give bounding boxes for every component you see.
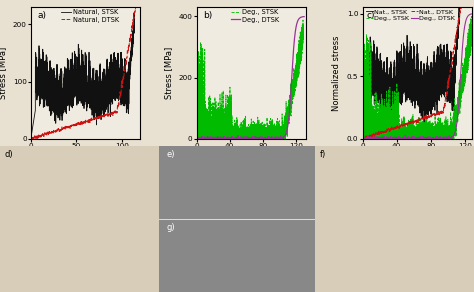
Deg., STSK	[300, 18, 306, 22]
Deg., DTSK	[257, 137, 263, 140]
Y-axis label: Normalized stress: Normalized stress	[332, 35, 341, 111]
Natural, STSK	[132, 26, 137, 30]
Deg., STSK	[454, 109, 459, 112]
Line: Deg., DTSK: Deg., DTSK	[363, 14, 474, 139]
Line: Nat., STSK: Nat., STSK	[363, 7, 460, 139]
Natural, STSK	[68, 95, 73, 99]
Deg., DTSK	[194, 136, 200, 140]
Text: a): a)	[37, 11, 46, 20]
Deg., STSK	[196, 133, 201, 137]
Deg., DTSK	[360, 137, 366, 140]
Deg., DTSK	[410, 136, 416, 139]
Deg., DTSK	[243, 136, 248, 139]
Nat., DTSK	[404, 123, 410, 126]
Deg., STSK	[289, 89, 295, 93]
Text: d): d)	[5, 150, 13, 159]
Deg., STSK	[360, 137, 365, 140]
Deg., DTSK	[425, 137, 431, 140]
Legend: Natural, STSK, Natural, DTSK: Natural, STSK, Natural, DTSK	[62, 9, 119, 23]
Text: f): f)	[320, 150, 326, 159]
Deg., STSK	[449, 137, 455, 140]
X-axis label: Strain [%]: Strain [%]	[64, 154, 107, 164]
Natural, STSK	[40, 62, 46, 65]
Y-axis label: Stress [MPa]: Stress [MPa]	[0, 47, 7, 99]
Natural, DTSK	[90, 117, 96, 121]
Natural, STSK	[28, 137, 34, 140]
Nat., DTSK	[360, 137, 365, 140]
Natural, STSK	[131, 11, 137, 14]
Deg., STSK	[281, 137, 286, 140]
Deg., STSK	[402, 129, 408, 133]
Line: Natural, DTSK: Natural, DTSK	[31, 1, 137, 139]
Natural, DTSK	[108, 113, 113, 116]
Deg., STSK	[253, 128, 259, 132]
Natural, STSK	[118, 59, 124, 62]
Deg., STSK	[362, 133, 368, 136]
Nat., STSK	[360, 137, 365, 140]
Nat., STSK	[401, 87, 407, 90]
Deg., DTSK	[434, 137, 439, 140]
Natural, DTSK	[46, 132, 52, 135]
Deg., DTSK	[275, 135, 281, 139]
Deg., DTSK	[301, 15, 307, 18]
Nat., DTSK	[418, 117, 424, 121]
Line: Nat., DTSK: Nat., DTSK	[363, 7, 461, 139]
X-axis label: Strain [%]: Strain [%]	[396, 154, 438, 164]
Nat., DTSK	[458, 6, 464, 9]
Deg., DTSK	[222, 136, 228, 140]
Natural, DTSK	[28, 137, 34, 140]
X-axis label: Strain [%]: Strain [%]	[230, 154, 272, 164]
Deg., STSK	[421, 128, 427, 131]
Legend: Deg., STSK, Deg., DTSK: Deg., STSK, Deg., DTSK	[230, 9, 279, 23]
Natural, DTSK	[55, 129, 61, 132]
Deg., DTSK	[266, 137, 272, 140]
Deg., STSK	[301, 30, 306, 34]
Nat., STSK	[456, 6, 462, 9]
Deg., STSK	[285, 111, 291, 114]
Nat., STSK	[445, 51, 450, 55]
Deg., STSK	[194, 137, 200, 140]
Line: Deg., STSK: Deg., STSK	[363, 11, 473, 139]
Text: b): b)	[203, 11, 212, 20]
Deg., DTSK	[388, 136, 394, 140]
Deg., STSK	[470, 22, 474, 25]
Text: c): c)	[367, 11, 375, 20]
Text: e): e)	[167, 150, 175, 159]
Natural, DTSK	[99, 114, 104, 118]
Nat., STSK	[397, 92, 402, 95]
Deg., STSK	[458, 85, 464, 89]
Deg., DTSK	[380, 136, 385, 140]
Natural, STSK	[72, 91, 78, 95]
Nat., STSK	[376, 63, 382, 66]
Natural, STSK	[46, 69, 52, 73]
Y-axis label: Stress [MPa]: Stress [MPa]	[164, 47, 173, 99]
Line: Deg., STSK: Deg., STSK	[197, 20, 303, 139]
Nat., DTSK	[377, 132, 383, 135]
Natural, STSK	[129, 44, 135, 47]
Natural, DTSK	[76, 123, 82, 126]
Deg., STSK	[235, 130, 241, 133]
Nat., STSK	[371, 55, 376, 58]
Deg., DTSK	[194, 137, 200, 140]
Nat., STSK	[455, 35, 461, 38]
Text: g): g)	[167, 223, 175, 232]
Nat., DTSK	[434, 113, 440, 117]
Nat., DTSK	[385, 129, 391, 132]
Deg., STSK	[469, 9, 474, 13]
Line: Deg., DTSK: Deg., DTSK	[197, 17, 304, 139]
Nat., DTSK	[458, 6, 464, 9]
Nat., DTSK	[426, 114, 431, 118]
Deg., DTSK	[471, 12, 474, 15]
Legend: Nat., STSK, Deg., STSK, Nat., DTSK, Deg., DTSK: Nat., STSK, Deg., STSK, Nat., DTSK, Deg.…	[366, 9, 455, 21]
Deg., DTSK	[213, 136, 219, 140]
Deg., DTSK	[360, 136, 365, 140]
Line: Natural, STSK: Natural, STSK	[31, 13, 135, 139]
Natural, DTSK	[134, 0, 139, 3]
Deg., DTSK	[443, 135, 449, 139]
Nat., STSK	[457, 16, 463, 19]
